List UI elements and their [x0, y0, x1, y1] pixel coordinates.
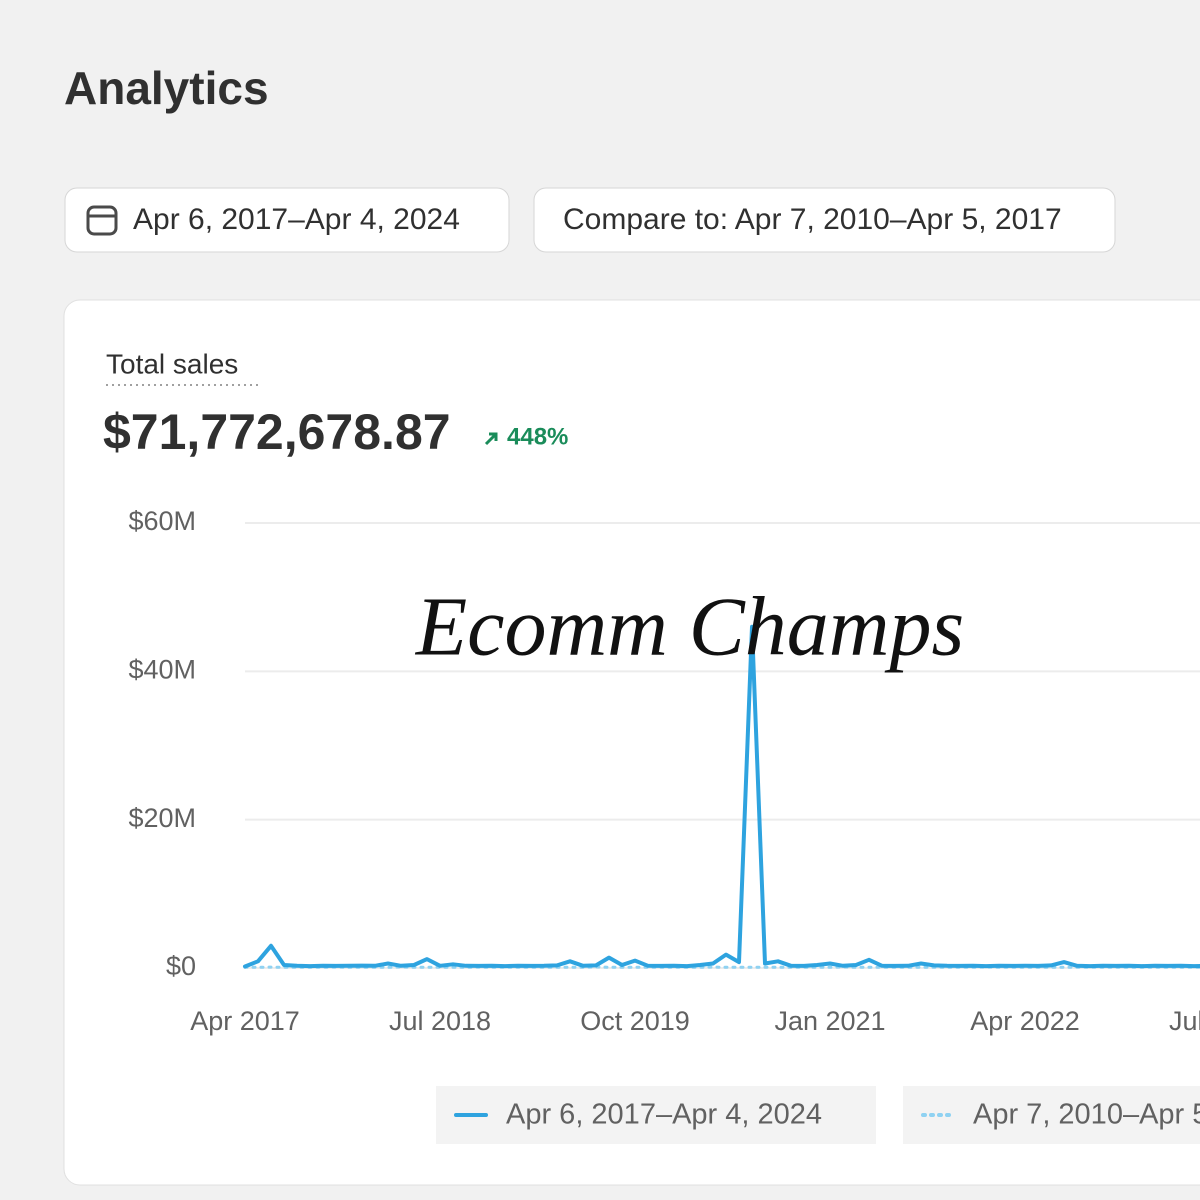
- watermark: Ecomm Champs: [415, 580, 964, 673]
- series-line: [243, 624, 1200, 969]
- date-range-button[interactable]: Apr 6, 2017–Apr 4, 2024: [64, 187, 510, 253]
- calendar-icon: [86, 205, 118, 236]
- legend-label: Apr 6, 2017–Apr 4, 2024: [506, 1099, 822, 1131]
- y-tick-label: $20M: [128, 803, 196, 833]
- x-tick-label: Apr 2022: [970, 1006, 1080, 1036]
- compare-button[interactable]: Compare to: Apr 7, 2010–Apr 5, 2017: [533, 187, 1116, 253]
- legend-bg: [903, 1086, 1200, 1144]
- trend-arrow: [484, 432, 498, 446]
- x-tick-label: Apr 2017: [190, 1006, 300, 1036]
- metric-change: 448%: [507, 423, 568, 450]
- button-bg: [64, 187, 510, 253]
- button-label: Apr 6, 2017–Apr 4, 2024: [133, 203, 460, 236]
- x-tick-label: Jul 2023: [1169, 1006, 1200, 1036]
- legend-label: Apr 7, 2010–Apr 5, 2017: [973, 1099, 1200, 1131]
- button-bg: [533, 187, 1116, 253]
- y-tick-label: $60M: [128, 506, 196, 536]
- y-tick-label: $40M: [128, 654, 196, 684]
- x-tick-label: Oct 2019: [580, 1006, 690, 1036]
- metric-label[interactable]: Total sales: [106, 348, 238, 379]
- page-title: Analytics: [64, 62, 269, 114]
- y-tick-label: $0: [166, 951, 196, 981]
- legend-bg: [436, 1086, 876, 1144]
- line-chart: $0 $20M $40M $60M Apr 2017 Jul 2018 Oct 2019 Ja…: [128, 506, 1200, 1144]
- x-tick-label: Jul 2018: [389, 1006, 491, 1036]
- button-label: Compare to: Apr 7, 2010–Apr 5, 2017: [563, 203, 1062, 236]
- x-tick-label: Jan 2021: [774, 1006, 885, 1036]
- legend-item[interactable]: Apr 7, 2010–Apr 5, 2017: [903, 1086, 1200, 1144]
- legend-item[interactable]: Apr 6, 2017–Apr 4, 2024: [436, 1086, 876, 1144]
- metric-value: $71,772,678.87: [103, 404, 451, 460]
